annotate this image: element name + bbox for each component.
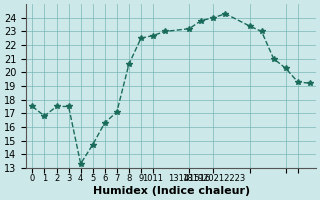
X-axis label: Humidex (Indice chaleur): Humidex (Indice chaleur) xyxy=(92,186,250,196)
